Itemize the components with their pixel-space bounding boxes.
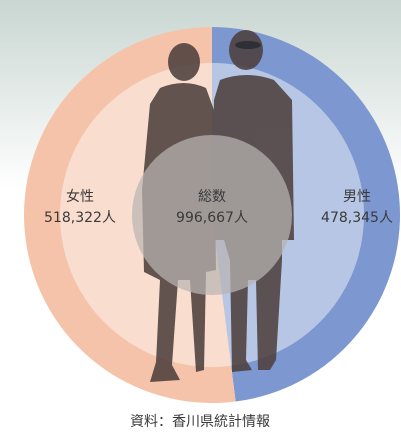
total-value: 996,667人 [176,210,248,226]
category-label: 男性 [343,189,371,205]
total-label: 総数 [198,189,226,205]
category-label: 女性 [66,188,94,205]
center-circle [132,135,292,295]
value-label: 518,322人 [44,210,116,226]
value-label: 478,345人 [321,210,393,226]
source: 資料：香川県統計情報 [130,414,270,430]
